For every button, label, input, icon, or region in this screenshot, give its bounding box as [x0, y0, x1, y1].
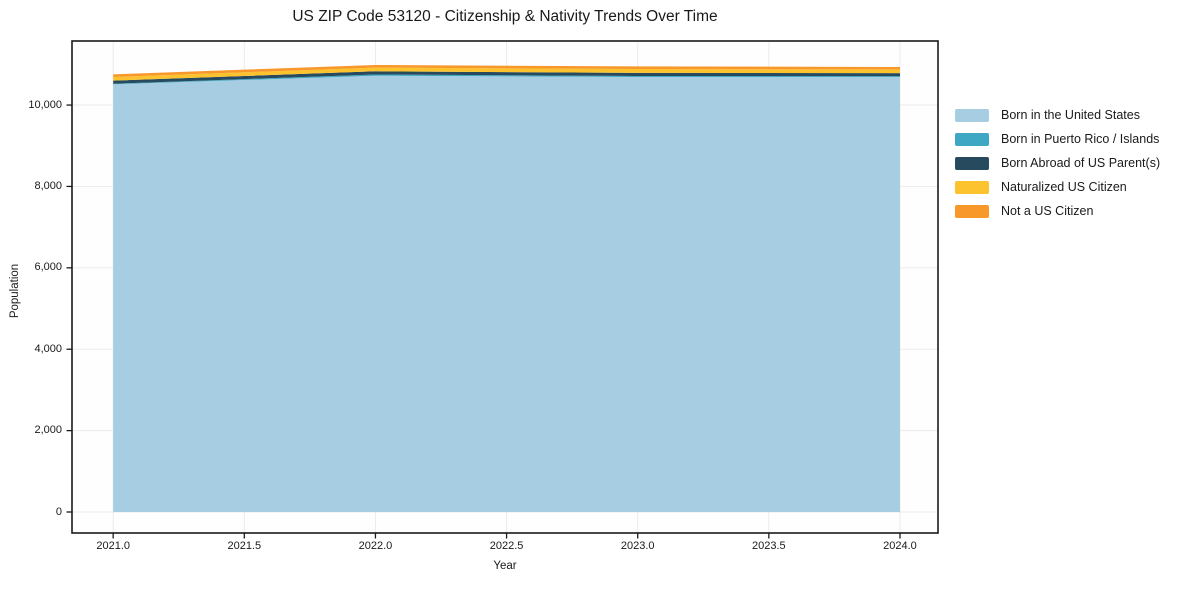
y-tick-label: 2,000 — [34, 424, 62, 437]
area-series-4 — [113, 64, 900, 77]
y-tick-label: 4,000 — [34, 342, 62, 355]
chart-title: US ZIP Code 53120 - Citizenship & Nativi… — [292, 8, 718, 25]
legend-item-2: Born Abroad of US Parent(s) — [955, 157, 1160, 170]
legend-label: Naturalized US Citizen — [1001, 180, 1127, 194]
area-series-1 — [113, 74, 900, 85]
legend-label: Born in the United States — [1001, 108, 1140, 122]
legend-swatch — [955, 181, 989, 194]
legend-label: Not a US Citizen — [1001, 204, 1094, 218]
legend-swatch — [955, 109, 989, 122]
legend-label: Born Abroad of US Parent(s) — [1001, 156, 1161, 170]
y-tick-label: 0 — [55, 505, 62, 518]
legend: Born in the United States Born in Puerto … — [955, 109, 1160, 229]
y-tick-label: 8,000 — [34, 179, 62, 192]
legend-label: Born in Puerto Rico / Islands — [1001, 132, 1160, 146]
x-tick-label: 2023.0 — [620, 540, 655, 552]
legend-swatch — [955, 205, 989, 218]
x-tick-label: 2022.5 — [489, 540, 524, 552]
legend-swatch — [955, 157, 989, 170]
legend-item-0: Born in the United States — [955, 109, 1160, 122]
x-tick-label: 2023.5 — [752, 540, 786, 552]
legend-item-1: Born in Puerto Rico / Islands — [955, 133, 1160, 146]
area-series-0 — [113, 75, 900, 512]
y-tick-label: 6,000 — [34, 261, 62, 274]
x-tick-label: 2024.0 — [883, 540, 917, 552]
legend-swatch — [955, 133, 989, 146]
x-tick-label: 2021.5 — [227, 540, 262, 552]
legend-item-3: Naturalized US Citizen — [955, 181, 1160, 194]
x-tick-label: 2021.0 — [96, 540, 130, 552]
x-axis-label: Year — [493, 560, 517, 572]
area-series-3 — [113, 67, 900, 81]
y-tick-label: 10,000 — [28, 98, 62, 111]
x-tick-label: 2022.0 — [358, 540, 393, 552]
area-series-2 — [113, 71, 900, 84]
legend-item-4: Not a US Citizen — [955, 205, 1160, 218]
plot-border — [71, 40, 939, 534]
